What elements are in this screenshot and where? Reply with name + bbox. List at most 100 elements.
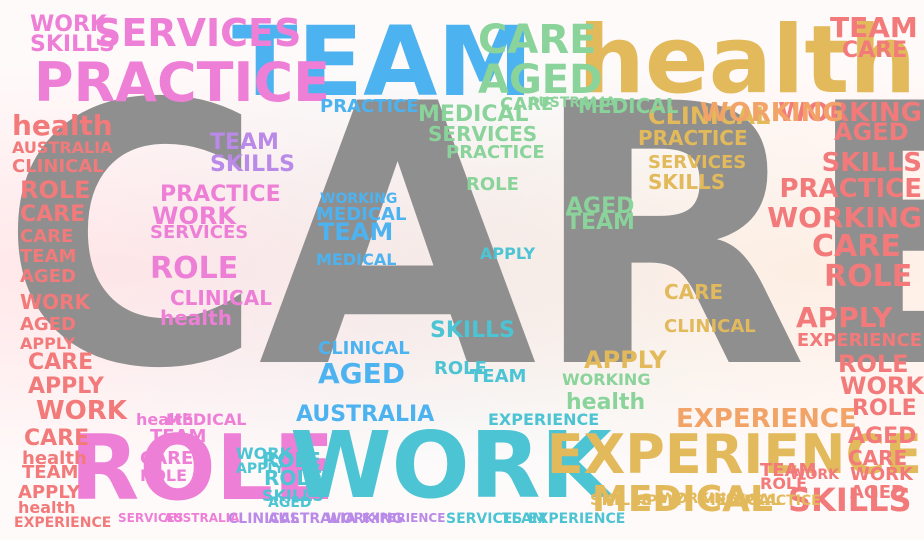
cloud-word-working: WORKING	[660, 491, 738, 507]
cloud-word-australia: AUSTRALIA	[268, 511, 356, 527]
cloud-word-apply: APPLY	[636, 493, 685, 509]
cloud-word-team: TEAM	[502, 511, 546, 527]
cloud-word-role: ROLE	[838, 350, 909, 378]
cloud-word-skills: SKILLS	[788, 481, 912, 519]
cloud-word-aged: AGED	[20, 314, 76, 335]
cloud-word-health: health	[160, 306, 232, 330]
cloud-word-role: ROLE	[262, 448, 321, 472]
cloud-word-services: SERVICES	[94, 11, 302, 55]
cloud-word-care: CARE	[812, 229, 901, 264]
cloud-word-role: ROLE	[70, 416, 335, 521]
cloud-word-working: WORKING	[320, 191, 398, 207]
cloud-word-work: WORK	[850, 464, 913, 485]
cloud-word-services: SERVICES	[428, 122, 538, 146]
cloud-word-work: WORK	[30, 12, 107, 37]
cloud-word-aged: AGED	[318, 357, 406, 390]
cloud-word-experience: EXPERIENCE	[546, 423, 922, 486]
cloud-word-skills: SKILLS	[262, 486, 324, 505]
cloud-word-medical: MEDICAL	[418, 102, 529, 127]
cloud-word-services: SERVICES	[150, 222, 249, 243]
cloud-word-team: TEAM	[210, 130, 279, 155]
cloud-word-experience: EXPERIENCE	[362, 511, 446, 525]
cloud-word-team: TEAM	[760, 460, 817, 481]
cloud-word-role: ROLE	[466, 174, 519, 195]
cloud-word-care: CARE	[842, 38, 908, 63]
cloud-word-clinical: CLINICAL	[12, 156, 104, 177]
cloud-word-health: health	[12, 109, 113, 142]
cloud-word-team: TEAM	[470, 366, 527, 387]
cloud-word-apply: APPLY	[584, 346, 667, 374]
cloud-word-role: ROLE	[434, 358, 487, 379]
cloud-word-team: TEAM	[318, 218, 394, 246]
cloud-word-aged: AGED	[850, 482, 906, 503]
cloud-word-care: CARE	[664, 280, 724, 304]
cloud-word-work: WORK	[20, 290, 90, 314]
cloud-word-skills: SKILLS	[590, 490, 652, 509]
cloud-word-working: WORKING	[562, 370, 651, 389]
cloud-word-experience: EXPERIENCE	[14, 515, 112, 531]
cloud-word-apply: APPLY	[236, 461, 285, 477]
cloud-word-work: WORK	[36, 396, 127, 426]
cloud-word-clinical: CLINICAL	[318, 338, 410, 359]
cloud-word-experience: EXPERIENCE	[488, 410, 600, 429]
cloud-word-clinical: CLINICAL	[228, 511, 300, 527]
cloud-word-medical: MEDICAL	[578, 94, 679, 118]
cloud-word-apply: APPLY	[20, 334, 76, 353]
cloud-word-team: TEAM	[22, 462, 79, 483]
cloud-word-clinical: CLINICAL	[648, 102, 771, 130]
cloud-word-medical: MEDICAL	[592, 479, 773, 520]
cloud-word-services: SERVICES	[118, 511, 184, 525]
cloud-word-working: WORKING	[778, 98, 922, 128]
cloud-word-health: health	[578, 6, 917, 115]
cloud-word-aged: AGED	[848, 424, 917, 449]
cloud-word-working: WORKING	[326, 511, 404, 527]
cloud-word-care: CARE	[500, 94, 554, 115]
cloud-word-role: ROLE	[20, 176, 91, 204]
cloud-word-care: CARE	[24, 426, 90, 451]
cloud-word-work: WORK	[236, 444, 292, 463]
cloud-word-aged: AGED	[566, 194, 635, 219]
cloud-word-work: WORK	[790, 467, 839, 483]
cloud-word-skills: SKILLS	[30, 32, 115, 57]
cloud-word-experience: EXPERIENCE	[676, 404, 857, 434]
cloud-word-apply: APPLY	[18, 482, 81, 503]
cloud-word-care: CARE	[20, 226, 74, 247]
cloud-word-care: CARE	[848, 446, 908, 470]
cloud-word-team: TEAM	[566, 210, 635, 235]
cloud-word-role: ROLE	[264, 466, 323, 490]
cloud-word-aged: AGED	[834, 118, 909, 146]
cloud-word-role: ROLE	[760, 474, 808, 493]
cloud-word-australia: AUSTRALIA	[12, 138, 113, 157]
cloud-word-health: health	[18, 498, 76, 517]
cloud-word-aged: AGED	[268, 495, 312, 511]
cloud-word-clinical: CLINICAL	[170, 286, 272, 310]
cloud-word-role: ROLE	[150, 251, 239, 286]
cloud-word-aged: AGED	[478, 57, 603, 103]
cloud-word-apply: APPLY	[480, 244, 536, 263]
cloud-word-practice: PRACTICE	[744, 493, 821, 509]
cloud-word-skills: SKILLS	[210, 152, 295, 177]
cloud-word-services: SERVICES	[648, 152, 747, 173]
cloud-word-work: WORK	[840, 372, 924, 400]
cloud-word-services: SERVICES	[446, 511, 523, 527]
cloud-word-care: CARE	[28, 350, 94, 375]
cloud-word-australia: AUSTRALIA	[164, 511, 240, 525]
cloud-word-skills: SKILLS	[648, 170, 726, 194]
cloud-word-medical: MEDICAL	[316, 204, 407, 225]
cloud-word-clinical: CLINICAL	[664, 316, 756, 337]
cloud-word-care: CARE	[20, 202, 86, 227]
cloud-word-australia: AUSTRALIA	[296, 402, 435, 427]
cloud-word-work: WORK	[152, 202, 236, 230]
cloud-word-team: TEAM	[830, 11, 918, 44]
cloud-word-medical: MEDICAL	[316, 250, 397, 269]
cloud-word-skills: SKILLS	[821, 148, 922, 178]
cloud-word-australia: AUSTRALIA	[528, 95, 616, 111]
cloud-word-aged: AGED	[20, 266, 76, 287]
cloud-word-practice: PRACTICE	[34, 51, 331, 114]
cloud-word-role: ROLE	[140, 466, 188, 485]
cloud-word-care: CARE	[0, 28, 924, 447]
cloud-word-practice: PRACTICE	[638, 126, 748, 150]
cloud-word-health: health	[22, 448, 87, 469]
cloud-word-working: WORKING	[700, 98, 844, 128]
